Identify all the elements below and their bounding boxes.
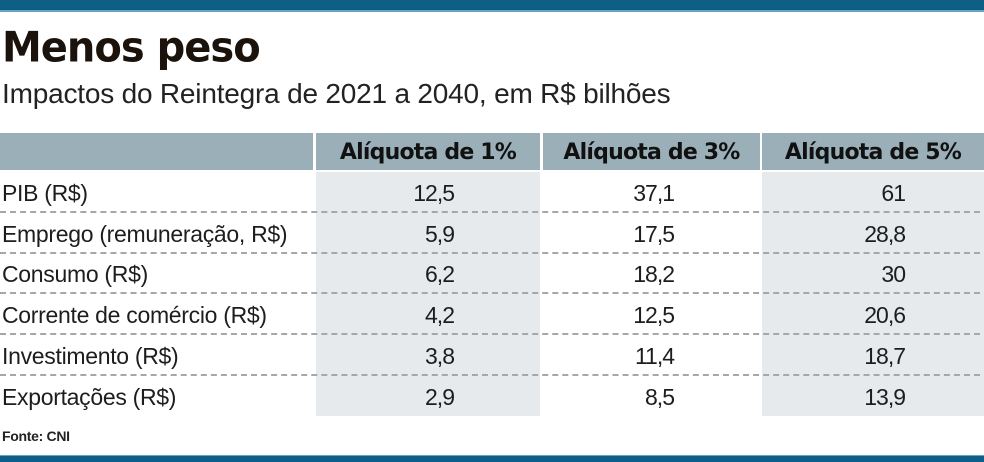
row-label: PIB (R$) (2, 180, 88, 206)
cell-value: 13,9 (864, 383, 906, 410)
table-header-row: Alíquota de 1% Alíquota de 3% Alíquota d… (0, 133, 984, 170)
cell-value: 37,1 (633, 180, 675, 206)
row-label: Corrente de comércio (R$) (2, 302, 267, 329)
cell-value: 5,9 (425, 220, 455, 247)
column-header-5pct: Alíquota de 5% (762, 133, 984, 170)
table-body: PIB (R$) 12,5 37,1 61 Emprego (remuneração, … (0, 172, 984, 416)
chart-title: Menos peso (2, 23, 261, 73)
cell-value: 18,2 (633, 261, 675, 288)
row-divider (0, 251, 980, 254)
cell-value: 12,5 (413, 180, 455, 206)
table-row: Investimento (R$) 3,8 11,4 18,7 (0, 335, 984, 376)
cell-value: 61 (881, 180, 906, 206)
table-row: PIB (R$) 12,5 37,1 61 (0, 172, 984, 213)
row-divider (0, 373, 980, 376)
cell-value: 4,2 (425, 302, 455, 329)
cell-value: 3,8 (425, 342, 455, 369)
cell-value: 8,5 (645, 383, 675, 410)
cell-value: 12,5 (633, 302, 675, 329)
data-table: Alíquota de 1% Alíquota de 3% Alíquota d… (0, 133, 984, 416)
row-label: Investimento (R$) (2, 342, 179, 369)
table-row: Consumo (R$) 6,2 18,2 30 (0, 253, 984, 295)
cell-value: 2,9 (425, 383, 455, 410)
cell-value: 17,5 (633, 220, 675, 247)
column-header-3pct: Alíquota de 3% (543, 133, 760, 170)
top-accent-bar (0, 0, 984, 12)
table-row: Corrente de comércio (R$) 4,2 12,5 20,6 (0, 294, 984, 336)
bottom-accent-bar (0, 455, 984, 462)
cell-value: 30 (881, 261, 906, 288)
column-header-label (0, 133, 313, 170)
cell-value: 20,6 (864, 302, 906, 329)
table-row: Exportações (R$) 2,9 8,5 13,9 (0, 376, 984, 416)
chart-subtitle: Impactos do Reintegra de 2021 a 2040, em… (2, 78, 671, 109)
row-divider (0, 211, 980, 213)
cell-value: 11,4 (634, 342, 675, 369)
column-header-1pct: Alíquota de 1% (316, 133, 540, 170)
row-divider (0, 333, 980, 336)
cell-value: 6,2 (425, 261, 455, 288)
row-label: Consumo (R$) (2, 261, 148, 288)
cell-value: 28,8 (864, 220, 906, 247)
source-note: Fonte: CNI (2, 428, 70, 444)
table-row: Emprego (remuneração, R$) 5,9 17,5 28,8 (0, 213, 984, 254)
row-label: Exportações (R$) (2, 383, 177, 410)
row-divider (0, 292, 980, 295)
row-label: Emprego (remuneração, R$) (2, 220, 288, 247)
cell-value: 18,7 (864, 342, 906, 369)
